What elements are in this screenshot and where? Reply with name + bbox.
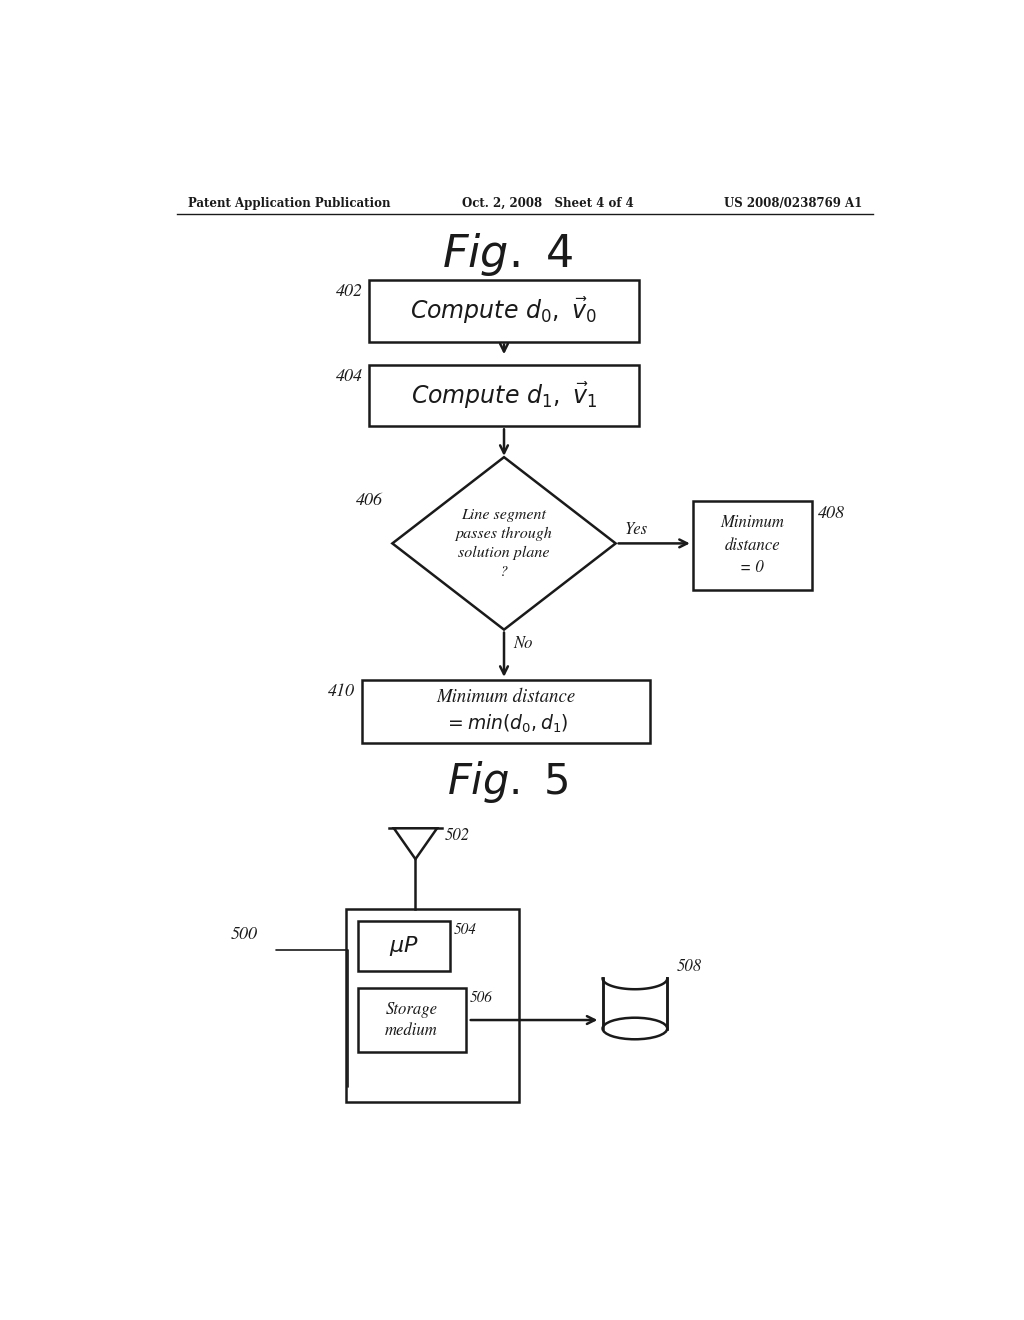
- Text: $\mathit{Fig.\ 4}$: $\mathit{Fig.\ 4}$: [442, 231, 573, 279]
- Bar: [370, 280, 639, 342]
- Text: 508: 508: [677, 958, 701, 975]
- Text: 500: 500: [230, 927, 258, 942]
- Text: 408: 408: [818, 506, 845, 521]
- Ellipse shape: [602, 1018, 668, 1039]
- Text: No: No: [513, 635, 532, 652]
- Text: 406: 406: [356, 492, 383, 510]
- Text: US 2008/0238769 A1: US 2008/0238769 A1: [724, 197, 862, 210]
- Bar: [370, 364, 639, 426]
- Bar: [692, 502, 812, 590]
- Text: Yes: Yes: [625, 521, 648, 539]
- Text: $\mu P$: $\mu P$: [389, 933, 419, 958]
- Text: Minimum distance
$= min(d_0, d_1)$: Minimum distance $= min(d_0, d_1)$: [436, 688, 575, 735]
- Text: Oct. 2, 2008   Sheet 4 of 4: Oct. 2, 2008 Sheet 4 of 4: [462, 197, 634, 210]
- Text: Minimum
distance
= 0: Minimum distance = 0: [721, 515, 784, 577]
- Text: Patent Application Publication: Patent Application Publication: [188, 197, 391, 210]
- Polygon shape: [392, 457, 615, 630]
- Bar: [346, 909, 519, 1102]
- Bar: [603, 978, 667, 1018]
- Text: $\mathit{Fig.\ 5}$: $\mathit{Fig.\ 5}$: [447, 759, 568, 805]
- Text: 402: 402: [336, 284, 364, 300]
- Text: $Compute\ d_0,\ \vec{v}_0$: $Compute\ d_0,\ \vec{v}_0$: [411, 296, 598, 326]
- Text: 502: 502: [444, 828, 470, 845]
- Bar: [357, 921, 451, 970]
- Bar: [361, 680, 650, 743]
- Text: 410: 410: [329, 684, 355, 701]
- Text: $Compute\ d_1,\ \vec{v}_1$: $Compute\ d_1,\ \vec{v}_1$: [411, 380, 597, 411]
- Text: 504: 504: [454, 923, 477, 937]
- Text: Storage
medium: Storage medium: [385, 1001, 438, 1039]
- Text: 404: 404: [336, 368, 364, 384]
- Text: Line segment
passes through
solution plane
?: Line segment passes through solution pla…: [456, 507, 552, 579]
- Bar: [357, 989, 466, 1052]
- Text: 506: 506: [469, 991, 493, 1005]
- Polygon shape: [394, 829, 437, 859]
